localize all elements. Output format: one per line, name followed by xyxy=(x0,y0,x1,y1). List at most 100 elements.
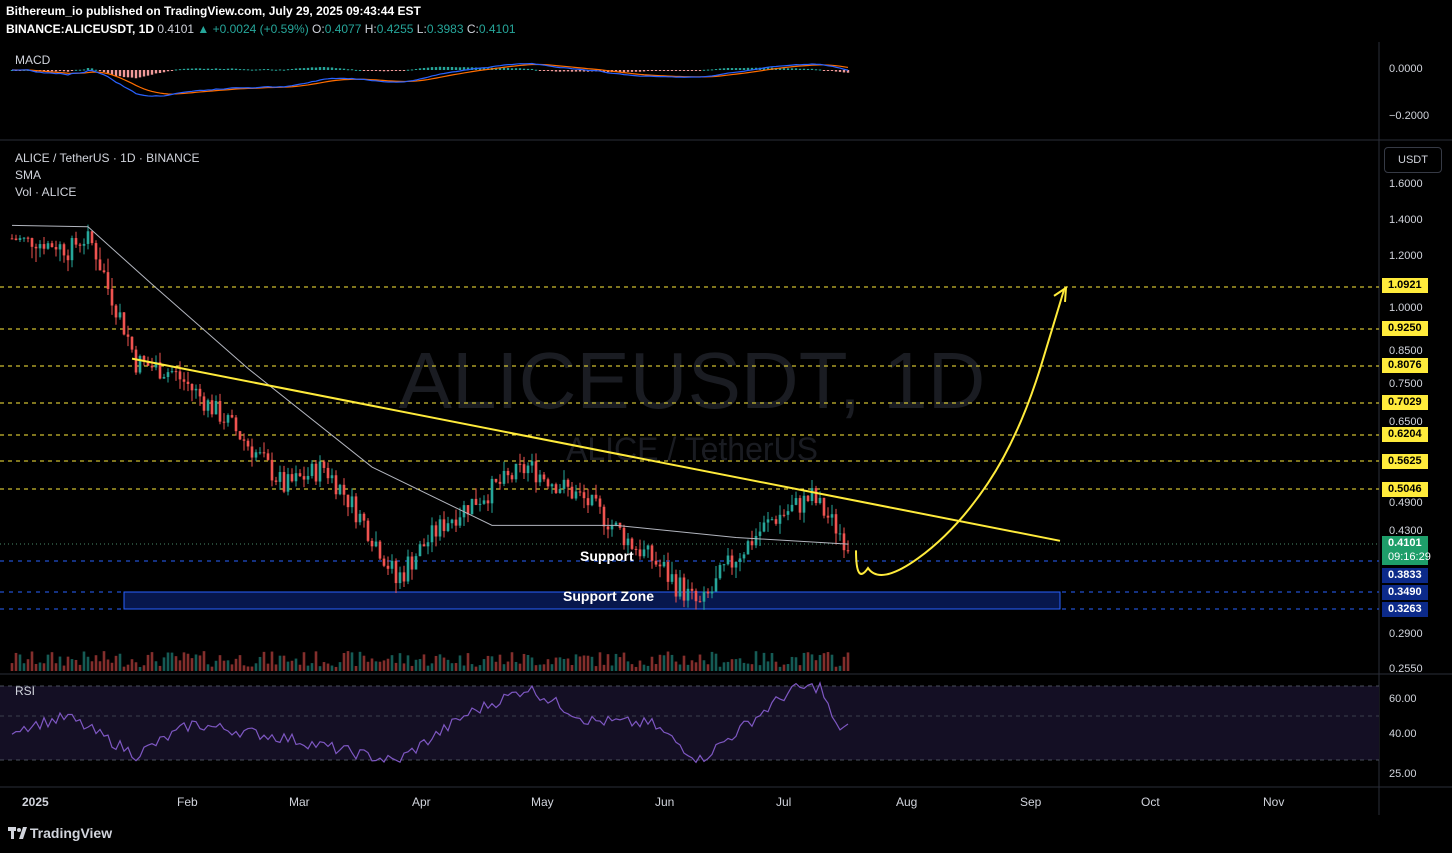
macd-histogram-bar xyxy=(342,68,346,70)
macd-histogram-bar xyxy=(190,68,194,70)
macd-histogram-bar xyxy=(442,66,446,70)
macd-histogram-bar xyxy=(498,67,502,70)
main-legend-sma[interactable]: SMA xyxy=(15,168,42,182)
volume-bar xyxy=(430,663,434,671)
macd-histogram-bar xyxy=(454,67,458,70)
volume-bar xyxy=(346,651,350,671)
macd-histogram-bar xyxy=(530,68,534,70)
candle-body xyxy=(722,564,726,566)
macd-histogram-bar xyxy=(838,70,842,72)
candle-body xyxy=(50,243,54,248)
macd-signal-line xyxy=(11,63,849,95)
support-zone-box xyxy=(123,591,1061,610)
current-price-tag: 0.4101 xyxy=(1382,536,1428,551)
macd-histogram-bar xyxy=(562,70,566,72)
macd-histogram-bar xyxy=(654,70,658,71)
macd-label[interactable]: MACD xyxy=(15,53,51,67)
volume-bar xyxy=(590,656,594,671)
candle-body xyxy=(446,523,450,532)
candle-body xyxy=(738,558,742,562)
macd-histogram-bar xyxy=(438,66,442,70)
volume-bar xyxy=(478,665,482,671)
volume-bar xyxy=(766,661,770,671)
volume-bar xyxy=(210,666,214,671)
candle-body xyxy=(642,549,646,557)
candle-body xyxy=(258,452,262,454)
macd-histogram-bar xyxy=(434,67,438,70)
volume-bar xyxy=(434,655,438,671)
volume-bar xyxy=(582,655,586,671)
volume-bar xyxy=(74,659,78,671)
macd-histogram-bar xyxy=(706,69,710,71)
macd-histogram-bar xyxy=(566,70,570,72)
volume-bar xyxy=(58,656,62,671)
volume-bar xyxy=(786,664,790,671)
volume-bar xyxy=(646,665,650,671)
time-label: May xyxy=(531,795,554,809)
price-change: ▲ +0.0024 (+0.59%) xyxy=(197,22,309,36)
candle-body xyxy=(762,522,766,532)
watermark-sub: ALICE / TetherUS xyxy=(566,431,818,467)
rsi-label[interactable]: RSI xyxy=(15,684,36,698)
macd-tick-0: 0.0000 xyxy=(1389,63,1423,75)
candle-body xyxy=(214,401,218,415)
symbol[interactable]: BINANCE:ALICEUSDT, 1D xyxy=(6,22,155,36)
candle-body xyxy=(838,533,842,535)
volume-bar xyxy=(802,652,806,671)
macd-histogram-bar xyxy=(334,68,338,70)
macd-histogram-bar xyxy=(618,70,622,72)
candle-body xyxy=(794,498,798,505)
macd-histogram-bar xyxy=(554,70,558,72)
volume-bar xyxy=(266,663,270,671)
volume-bar xyxy=(662,655,666,671)
macd-histogram-bar xyxy=(158,70,162,73)
candle-body xyxy=(678,577,682,597)
macd-histogram-bar xyxy=(286,69,290,71)
time-label: Jul xyxy=(776,795,792,809)
candle-body xyxy=(506,470,510,476)
main-legend-symbol[interactable]: ALICE / TetherUS · 1D · BINANCE xyxy=(15,151,200,165)
macd-histogram-bar xyxy=(366,70,370,71)
rsi-band xyxy=(0,686,1379,760)
candle-body xyxy=(430,525,434,543)
volume-bar xyxy=(566,658,570,671)
volume-bar xyxy=(110,662,114,671)
volume-bar xyxy=(22,663,26,671)
candle-body xyxy=(674,574,678,597)
volume-bar xyxy=(518,663,522,671)
macd-histogram-bar xyxy=(254,69,258,71)
volume-bar xyxy=(550,664,554,671)
time-label: Nov xyxy=(1263,795,1285,809)
currency-button[interactable]: USDT xyxy=(1384,147,1442,173)
candle-body xyxy=(546,479,550,487)
volume-bar xyxy=(714,653,718,671)
macd-histogram-bar xyxy=(574,70,578,72)
candle-body xyxy=(310,463,314,476)
volume-bar xyxy=(438,654,442,671)
volume-bar xyxy=(842,656,846,671)
candle-body xyxy=(14,238,18,240)
candle-body xyxy=(830,514,834,518)
macd-histogram-bar xyxy=(678,70,682,71)
volume-bar xyxy=(618,657,622,671)
candle-body xyxy=(66,255,70,261)
macd-histogram-bar xyxy=(642,70,646,72)
volume-bar xyxy=(310,663,314,671)
volume-bar xyxy=(774,661,778,671)
volume-bar xyxy=(318,666,322,671)
candle-body xyxy=(334,475,338,495)
main-legend-volume[interactable]: Vol · ALICE xyxy=(15,185,77,199)
volume-bar xyxy=(350,652,354,671)
volume-bar xyxy=(534,665,538,671)
macd-histogram-bar xyxy=(98,70,102,72)
volume-bar xyxy=(594,666,598,671)
volume-bar xyxy=(338,662,342,671)
macd-histogram-bar xyxy=(106,70,110,74)
candle-body xyxy=(314,463,318,482)
macd-histogram-bar xyxy=(182,68,186,70)
candle-body xyxy=(690,588,694,591)
candle-body xyxy=(590,494,594,506)
macd-histogram-bar xyxy=(578,70,582,72)
tradingview-logo[interactable]: TradingView xyxy=(8,825,112,841)
